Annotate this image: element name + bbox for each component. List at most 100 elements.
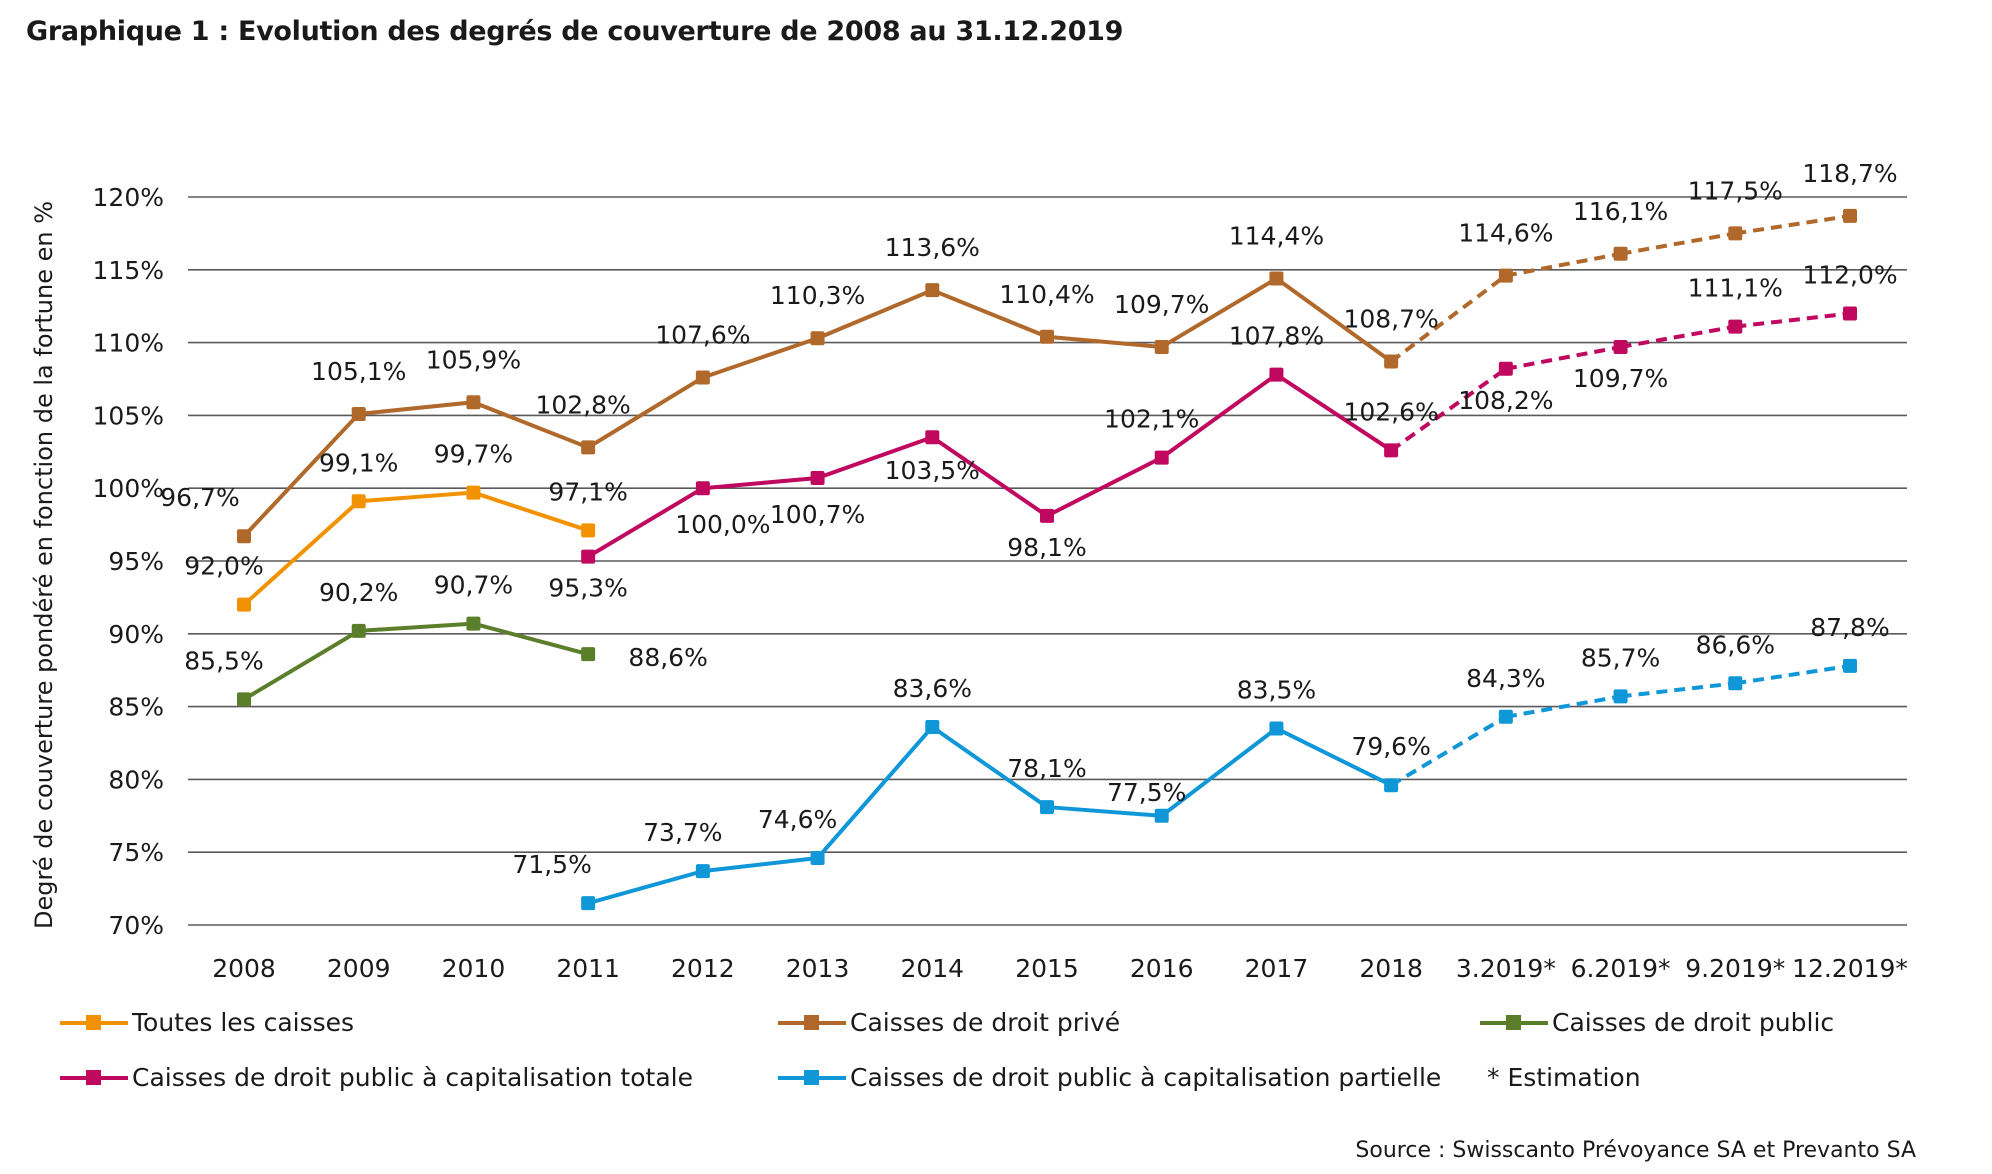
data-point-marker [237,529,251,544]
data-label: 84,3% [1466,664,1545,693]
data-label: 100,7% [770,500,865,529]
x-tick-label: 9.2019* [1685,954,1785,983]
y-tick-label: 120% [93,183,164,212]
data-point-marker [1040,508,1054,523]
data-point-marker [1040,800,1054,815]
data-label: 114,6% [1458,219,1553,248]
estimation-note: * Estimation [1487,1063,1641,1092]
data-label: 85,5% [184,646,263,675]
data-point-marker [925,430,940,445]
data-label: 102,6% [1343,397,1438,426]
data-point-marker [1040,329,1054,344]
series-segment [931,725,1049,809]
data-point-marker [1498,709,1513,724]
data-point-marker [1843,306,1857,321]
data-point-marker [1843,208,1857,223]
series-segment [1046,805,1162,818]
data-label: 92,0% [184,552,263,581]
data-label: 96,7% [160,483,239,512]
y-tick-label: 70% [108,911,164,940]
data-label: 102,1% [1104,405,1199,434]
series-segment [1046,334,1162,349]
data-label: 88,6% [628,643,707,672]
series-segment [931,288,1048,339]
gridlines [188,196,1907,926]
data-label: 87,8% [1810,613,1889,642]
data-label: 100,0% [675,510,770,539]
data-label: 78,1% [1007,754,1086,783]
series-segment-estimate [1734,213,1851,236]
data-point-marker [466,395,481,410]
series-segment [358,621,474,633]
series-segment [1160,373,1278,460]
x-tick-label: 2016 [1130,954,1194,983]
legend-item-capitalisation-partielle: Caisses de droit public à capitalisation… [778,1063,1441,1092]
series-segment [1160,726,1278,818]
data-point-marker [925,719,940,734]
data-point-marker [466,485,481,500]
data-label: 95,3% [548,574,627,603]
y-axis-ticks: 70% 75% 80% 85% 90% 95% 100% 105% 110% 115% 120% [93,183,164,940]
data-point-marker [810,331,825,346]
data-point-marker [466,616,481,631]
series-segment-estimate [1390,715,1507,787]
legend-marker-icon [1480,1013,1548,1033]
y-tick-label: 100% [93,474,164,503]
data-label: 110,3% [770,281,865,310]
data-label: 90,7% [434,571,513,600]
y-axis-label: Degré de couverture pondéré en fonction … [30,201,58,929]
legend-item-public: Caisses de droit public [1480,1008,1834,1037]
legend-item-toutes: Toutes les caisses [60,1008,354,1037]
data-label: 105,9% [426,345,521,374]
series-0 [237,485,596,612]
data-label: 99,7% [434,440,513,469]
series-segment [587,375,704,450]
data-label: 77,5% [1107,778,1186,807]
series-1 [237,208,1857,544]
series-segment-estimate [1389,274,1508,364]
data-point-marker [581,440,596,455]
x-tick-label: 2008 [212,954,276,983]
data-label: 86,6% [1696,630,1775,659]
series-segment [242,499,361,607]
series-segment [358,490,474,504]
legend-label: Toutes les caisses [132,1008,355,1037]
data-point-marker [581,523,596,538]
y-tick-label: 85% [108,693,164,722]
series-segment-estimate [1505,251,1621,278]
data-point-marker [695,864,710,879]
data-point-marker [1154,450,1169,465]
chart-title: Graphique 1 : Evolution des degrés de co… [26,16,1124,47]
series-2 [237,616,596,707]
series-segment [1275,726,1393,788]
series-segment [702,336,819,380]
data-point-marker [1498,268,1513,283]
series-segment [816,288,934,341]
data-point-marker [1384,443,1399,458]
x-tick-label: 2017 [1245,954,1309,983]
data-label: 114,4% [1229,222,1324,251]
data-point-marker [810,851,825,866]
data-point-marker [695,370,710,385]
data-label: 71,5% [512,850,591,879]
data-point-marker [1384,778,1399,793]
data-labels: 92,0% 99,1% 99,7% 97,1% 96,7% 105,1% 105,9% 102… [160,159,1897,879]
y-tick-label: 75% [108,838,164,867]
legend-item-prive: Caisses de droit privé [778,1008,1120,1037]
data-point-marker [1728,676,1743,691]
data-point-marker [1498,361,1513,376]
series-segment [1275,276,1393,364]
series-segment [358,400,474,416]
series-3 [581,306,1857,564]
data-label: 116,1% [1573,197,1668,226]
data-label: 98,1% [1007,533,1086,562]
data-point-marker [1613,339,1628,354]
legend-marker-icon [778,1068,846,1088]
data-point-marker [1843,658,1857,673]
data-label: 109,7% [1573,364,1668,393]
data-label: 83,6% [893,674,972,703]
data-label: 97,1% [548,477,627,506]
x-tick-label: 2011 [556,954,620,983]
data-point-marker [1269,271,1284,286]
x-axis-ticks: 2008 2009 2010 2011 2012 2013 2014 2015 2016 2017… [212,954,1908,983]
